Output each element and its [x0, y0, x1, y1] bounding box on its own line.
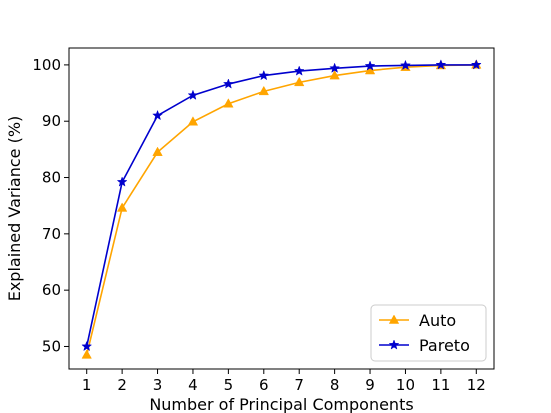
- y-tick-label: 70: [42, 225, 61, 243]
- legend-label-auto: Auto: [419, 311, 456, 330]
- data-point-pareto: [400, 59, 411, 71]
- x-axis-ticks: 1 2 3 4 5 6 7 8 9 10 11 12: [82, 369, 486, 394]
- data-point-pareto: [81, 340, 93, 352]
- x-tick-label: 4: [188, 376, 198, 394]
- x-tick-label: 9: [365, 376, 375, 394]
- data-point-pareto: [470, 59, 482, 70]
- y-tick-label: 80: [42, 169, 61, 187]
- x-tick-label: 1: [82, 376, 92, 394]
- legend-box: [370, 304, 487, 362]
- y-tick-label: 60: [42, 281, 61, 299]
- x-tick-label: 6: [259, 376, 269, 394]
- y-tick-label: 90: [42, 112, 61, 130]
- x-tick-label: 12: [467, 376, 486, 394]
- legend-label-pareto: Pareto: [419, 336, 470, 355]
- x-tick-label: 7: [294, 376, 304, 394]
- x-tick-label: 8: [330, 376, 340, 394]
- data-point-auto: [258, 85, 269, 96]
- data-point-auto: [152, 146, 163, 156]
- x-tick-label: 2: [117, 376, 127, 394]
- y-axis-label: Explained Variance (%): [5, 116, 24, 302]
- data-point-auto: [187, 116, 199, 126]
- data-point-pareto: [187, 89, 199, 100]
- data-point-auto: [81, 349, 92, 359]
- data-point-pareto: [329, 62, 341, 73]
- legend-marker-auto: [388, 314, 400, 324]
- legend-marker-pareto: [388, 339, 400, 350]
- legend-item-pareto: Pareto: [379, 336, 470, 355]
- series-line-auto: [85, 64, 477, 356]
- y-tick-label: 50: [42, 337, 61, 355]
- data-point-pareto: [116, 176, 128, 187]
- series-pareto: [81, 59, 482, 352]
- y-axis-ticks: 50 60 70 80 90 100: [32, 56, 69, 355]
- data-point-auto: [329, 70, 340, 80]
- legend-item-auto: Auto: [379, 311, 456, 330]
- data-point-pareto: [293, 65, 305, 76]
- series-layer: [81, 59, 482, 359]
- y-tick-label: 100: [32, 56, 61, 74]
- plot-frame: [68, 47, 495, 370]
- x-tick-label: 10: [396, 376, 415, 394]
- x-tick-label: 5: [224, 376, 234, 394]
- data-point-pareto: [435, 59, 447, 70]
- data-point-pareto: [222, 78, 234, 89]
- data-point-pareto: [364, 60, 376, 71]
- data-point-pareto: [258, 69, 270, 81]
- x-tick-label: 11: [431, 376, 450, 394]
- data-point-auto: [116, 202, 128, 212]
- legend: Auto Pareto: [370, 304, 487, 362]
- x-tick-label: 3: [153, 376, 163, 394]
- series-line-pareto: [85, 64, 477, 347]
- data-point-auto: [223, 98, 234, 108]
- data-point-pareto: [152, 109, 163, 121]
- x-axis-label: Number of Principal Components: [149, 395, 413, 413]
- data-point-auto: [294, 76, 305, 87]
